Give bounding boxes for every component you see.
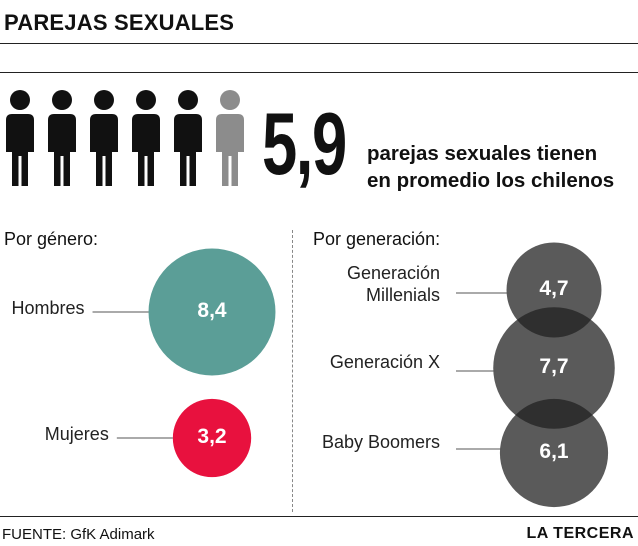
- bubble-value-label: 7,7: [539, 355, 569, 378]
- person-icon: [6, 90, 34, 186]
- bubble-value-label: 4,7: [539, 277, 569, 300]
- people-icons: [6, 90, 244, 186]
- category-label: Hombres: [11, 298, 85, 318]
- gender-section-title: Por género:: [4, 229, 99, 249]
- person-icon: [174, 90, 202, 186]
- category-label: Mujeres: [44, 424, 109, 444]
- page-title: PAREJAS SEXUALES: [4, 10, 235, 35]
- header-rule: [0, 43, 638, 44]
- bubble-value-label: 6,1: [539, 440, 569, 463]
- headline-value: 5,9: [262, 94, 347, 193]
- bubble-generation-1: [493, 307, 615, 429]
- bubble-hombres: [148, 248, 276, 376]
- footer-rule: [0, 516, 638, 517]
- bubble-mujeres: [172, 398, 252, 478]
- headline-text-line1: parejas sexuales tienen: [367, 142, 598, 165]
- headline-text: parejas sexuales tienen en promedio los …: [367, 140, 614, 194]
- category-label-line: Millenials: [365, 285, 440, 305]
- source-note: FUENTE: GfK Adimark: [2, 526, 155, 543]
- person-icon: [216, 90, 244, 186]
- brand-logo: LA TERCERA: [526, 525, 634, 542]
- person-icon: [48, 90, 76, 186]
- people-icon-row: [0, 90, 250, 190]
- headline-text-line2: en promedio los chilenos: [367, 169, 615, 192]
- bubble-generation-2: [499, 398, 609, 508]
- category-label: Generación X: [330, 351, 440, 373]
- category-label: Generación Millenials: [347, 262, 440, 306]
- bubble-value-label: 8,4: [197, 299, 227, 322]
- category-label-line: Generación X: [329, 352, 440, 372]
- generation-section-title: Por generación:: [313, 229, 441, 249]
- bubble-value-label: 3,2: [197, 425, 227, 448]
- section-divider: [292, 230, 293, 512]
- person-icon: [132, 90, 160, 186]
- header-rule-secondary: [0, 72, 638, 73]
- category-label-line: Baby Boomers: [321, 432, 440, 452]
- category-label: Baby Boomers: [322, 431, 440, 453]
- person-icon: [90, 90, 118, 186]
- category-label-line: Generación: [346, 263, 440, 283]
